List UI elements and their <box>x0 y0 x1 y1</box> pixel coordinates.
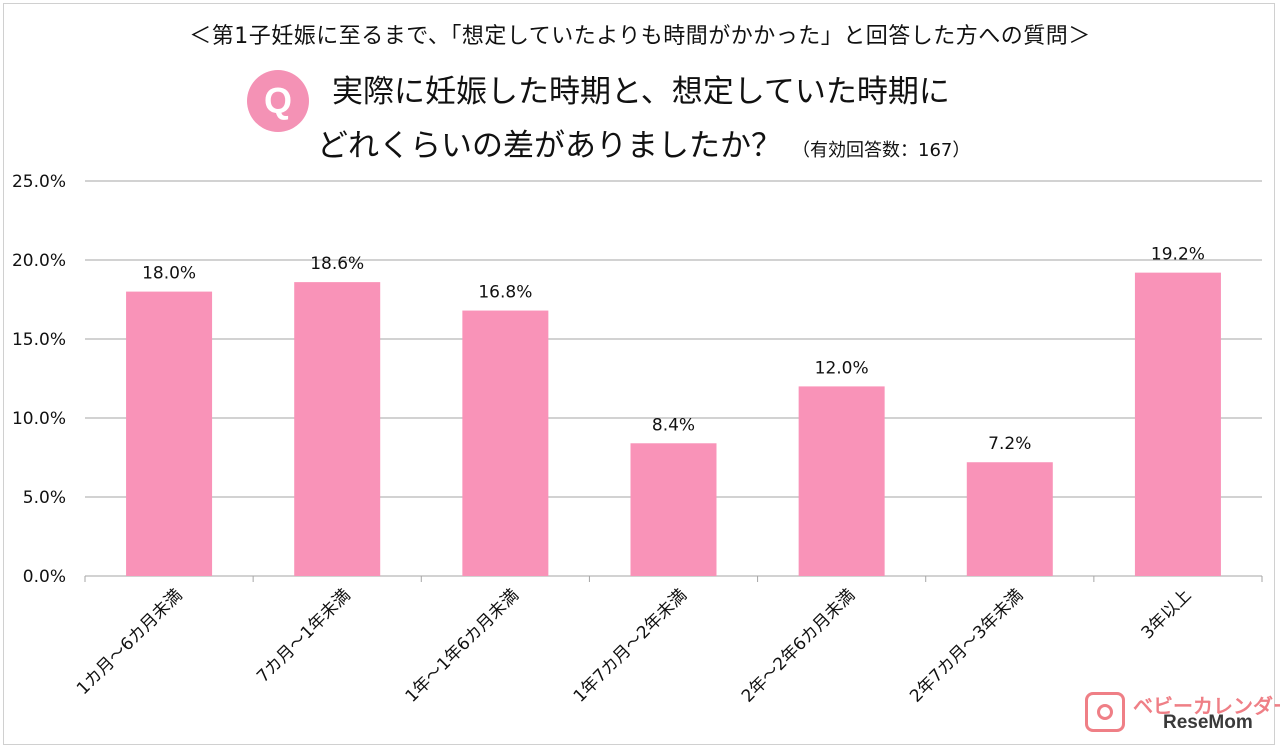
bar-5 <box>798 386 885 576</box>
x-category-label: 3年以上 <box>1138 585 1196 643</box>
x-category-label: 7カ月～1年未満 <box>253 585 355 687</box>
data-label: 7.2% <box>988 434 1031 454</box>
data-label: 8.4% <box>652 415 695 435</box>
question-title-line2-text: どれくらいの差がありましたか？ <box>317 128 782 164</box>
logo-text-baby-calendar: ベビーカレンダー <box>1133 694 1280 718</box>
survey-condition-note: ＜第1子妊娠に至るまで、「想定していたよりも時間がかかった」と回答した方への質問… <box>189 24 1091 49</box>
x-category-label: 2年～2年6カ月未満 <box>738 585 859 706</box>
data-label: 18.6% <box>310 254 364 274</box>
y-tick-label: 0.0% <box>23 567 66 587</box>
y-tick-label: 15.0% <box>12 330 66 350</box>
y-tick-label: 5.0% <box>23 488 66 508</box>
data-label: 18.0% <box>142 264 196 284</box>
data-label: 16.8% <box>478 283 532 303</box>
logo-text-resemom: ReseMom <box>1163 712 1253 733</box>
y-tick-label: 10.0% <box>12 409 66 429</box>
baby-calendar-logo-icon <box>1085 692 1125 732</box>
x-category-label: 1カ月～6カ月未満 <box>73 585 187 699</box>
question-badge: Q <box>247 70 309 132</box>
bar-3 <box>462 310 549 576</box>
y-tick-label: 20.0% <box>12 251 66 271</box>
y-tick-label: 25.0% <box>12 172 66 192</box>
question-title-line2: どれくらいの差がありましたか？ （有効回答数：167） <box>317 120 970 165</box>
chart-frame <box>3 3 1275 745</box>
data-label: 12.0% <box>815 358 869 378</box>
bar-1 <box>126 291 213 576</box>
x-category-label: 1年～1年6カ月未満 <box>402 585 523 706</box>
bar-6 <box>966 462 1053 576</box>
bar-7 <box>1134 272 1221 576</box>
bar-4 <box>630 443 717 576</box>
bar-2 <box>294 282 381 576</box>
data-label: 19.2% <box>1151 245 1205 265</box>
sample-size-note: （有効回答数：167） <box>792 140 971 161</box>
x-category-label: 2年7カ月～3年未満 <box>906 585 1027 706</box>
x-category-label: 1年7カ月～2年未満 <box>570 585 691 706</box>
question-title-line1: 実際に妊娠した時期と、想定していた時期に <box>332 74 950 110</box>
publisher-logo: ベビーカレンダー ReseMom <box>1085 690 1280 736</box>
